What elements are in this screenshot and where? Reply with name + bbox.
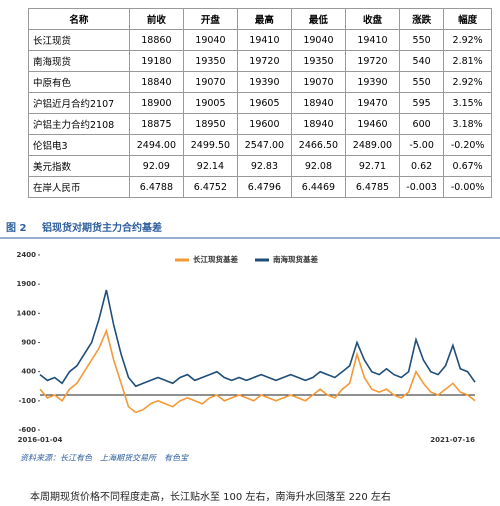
quote-table: 名称 前收 开盘 最高 最低 收盘 涨跌 幅度 长江现货 18860 19040 19410 19040…: [28, 8, 492, 198]
y-tick-label: 1900: [17, 280, 37, 288]
y-tick-label: 900: [21, 339, 36, 347]
series-line: [39, 289, 476, 388]
cell: 540: [398, 50, 445, 72]
cell: 在岸人民币: [28, 176, 130, 198]
figure-label: 图 2: [6, 222, 26, 234]
row: 长江现货 18860 19040 19410 19040 19410 550 2.92%: [28, 29, 492, 51]
cell: 0.62: [398, 155, 445, 177]
series-line: [39, 328, 476, 414]
cell: -0.003: [398, 176, 445, 198]
row: 沪铝近月合约2107 18900 19005 19605 18940 19470 595 3.…: [28, 92, 492, 114]
x-tick-label: 2016-01-04: [18, 436, 63, 444]
y-tick-label: -600: [18, 426, 36, 434]
paragraph: 本周期现货价格不同程度走高，长江贴水至 100 左右，南海升水回落至 220 左…: [30, 492, 391, 503]
row: 中原有色 18840 19070 19390 19070 19390 550 2.92%: [28, 71, 492, 93]
cell: 6.4788: [128, 176, 184, 198]
cell: 6.4785: [344, 176, 400, 198]
row: 在岸人民币 6.4788 6.4752 6.4796 6.4469 6.4785 -0.00…: [28, 176, 492, 198]
x-tick-label: 2021-07-16: [430, 436, 475, 444]
legend-label: 长江现货基差: [193, 254, 238, 264]
source: 资料来源：长江有色 上海期货交易所 有色宝: [20, 454, 189, 463]
cell: 2.81%: [443, 50, 492, 72]
chart-title: 铝现货对期货主力合约基差: [42, 221, 162, 234]
y-tick-label: -100: [18, 397, 36, 405]
y-tick-label: 2400: [17, 251, 37, 259]
y-tick-label: 1400: [17, 309, 37, 317]
cell: -0.00%: [443, 176, 492, 198]
y-tick-label: 400: [21, 368, 36, 376]
cell: 涨跌: [398, 8, 445, 30]
legend-label: 南海现货基差: [273, 254, 318, 264]
chart: 图 2 铝现货对期货主力合约基差 资料来源：长江有色 上海期货交易所 有色宝 -…: [0, 221, 500, 463]
row: 南海现货 19180 19350 19720 19350 19720 540 2.81%: [28, 50, 492, 72]
header-row: 名称 前收 开盘 最高 最低 收盘 涨跌 幅度: [28, 8, 492, 30]
